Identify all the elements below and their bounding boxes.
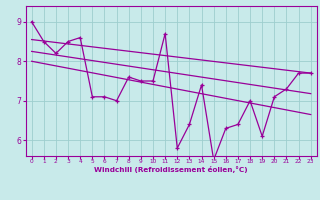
X-axis label: Windchill (Refroidissement éolien,°C): Windchill (Refroidissement éolien,°C) [94,166,248,173]
